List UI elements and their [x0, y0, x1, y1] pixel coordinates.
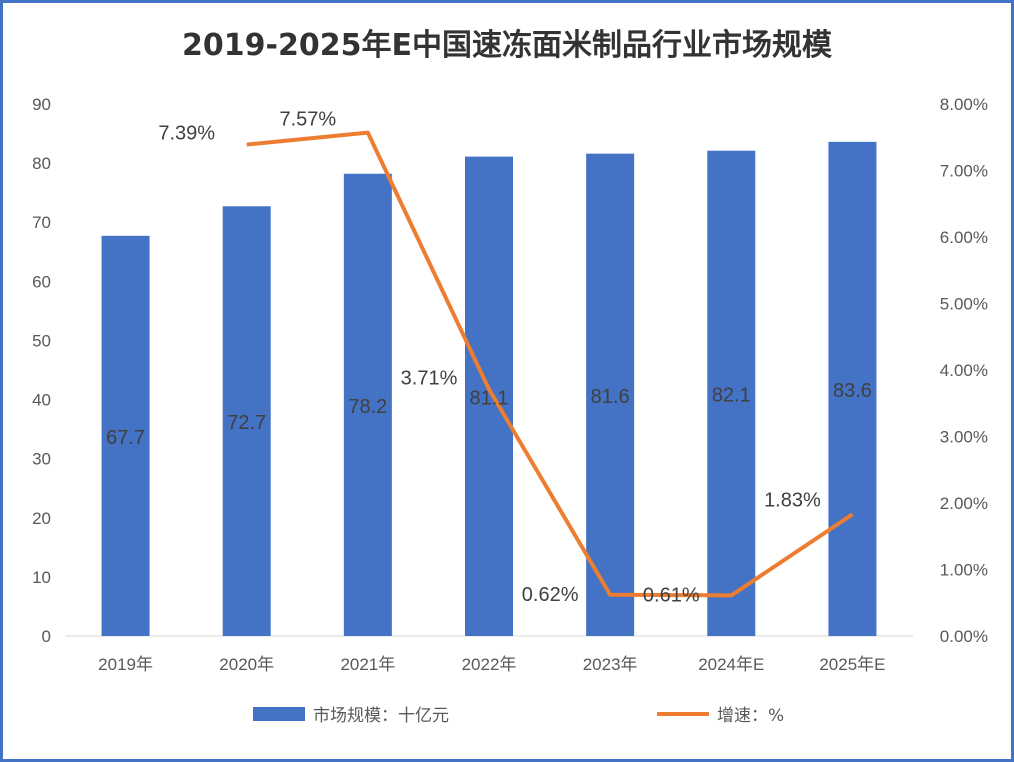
bar-data-label: 67.7	[106, 427, 145, 449]
chart-title: 2019-2025年E中国速冻面米制品行业市场规模	[182, 28, 832, 63]
legend-line-label: 增速：%	[717, 706, 784, 726]
y-left-tick-label: 20	[32, 509, 51, 528]
bar-data-label: 82.1	[712, 384, 751, 406]
y-left-tick-label: 70	[32, 213, 51, 232]
bar	[828, 141, 877, 636]
y-right-tick-label: 3.00%	[940, 428, 988, 447]
bar	[465, 156, 513, 636]
bar	[222, 206, 271, 637]
y-left-tick-label: 60	[32, 272, 51, 291]
y-right-tick-label: 2.00%	[940, 494, 988, 513]
y-left-tick-label: 40	[32, 391, 51, 410]
y-right-tick-label: 6.00%	[940, 228, 988, 247]
x-tick-label: 2020年	[219, 655, 274, 674]
growth-line	[246, 130, 854, 598]
bar-data-label: 81.1	[470, 387, 509, 409]
bar	[586, 153, 635, 637]
y-left-tick-label: 0	[42, 627, 51, 646]
bar	[343, 173, 392, 637]
y-right-tick-label: 0.00%	[940, 627, 988, 646]
legend: 市场规模：十亿元 增速：%	[253, 706, 784, 726]
y-right-tick-label: 5.00%	[940, 295, 988, 314]
legend-bar-label: 市场规模：十亿元	[313, 706, 449, 726]
line-data-label: 1.83%	[764, 489, 821, 511]
line-data-label: 0.62%	[522, 584, 579, 606]
x-tick-label: 2022年	[462, 655, 517, 674]
x-tick-label: 2019年	[98, 655, 153, 674]
bar	[707, 150, 756, 636]
y-right-tick-label: 4.00%	[940, 361, 988, 380]
x-tick-label: 2023年	[583, 655, 638, 674]
bar-data-label: 83.6	[833, 380, 872, 402]
y-right-tick-label: 7.00%	[940, 162, 988, 181]
x-tick-label: 2025年E	[819, 655, 885, 674]
legend-bar-swatch	[253, 707, 305, 721]
y-left-tick-label: 10	[32, 568, 51, 587]
bar-data-label: 81.6	[591, 386, 630, 408]
bar-data-label: 72.7	[227, 412, 266, 434]
y-left-tick-label: 80	[32, 154, 51, 173]
bar-data-label: 78.2	[348, 396, 387, 418]
line-data-label: 0.61%	[643, 584, 700, 606]
y-right-tick-label: 8.00%	[940, 95, 988, 114]
chart-svg: 2019-2025年E中国速冻面米制品行业市场规模 0 10 20 30 40 50 60 7…	[32, 28, 988, 726]
y-right-tick-label: 1.00%	[940, 561, 988, 580]
line-data-label: 7.39%	[158, 123, 215, 145]
y-left-tick-label: 90	[32, 95, 51, 114]
bar	[101, 235, 150, 636]
y-left-tick-label: 30	[32, 450, 51, 469]
line-data-label: 7.57%	[279, 109, 336, 131]
line-data-label: 3.71%	[401, 367, 458, 389]
x-tick-label: 2024年E	[698, 655, 764, 674]
y-left-tick-label: 50	[32, 331, 51, 350]
x-tick-label: 2021年	[340, 655, 395, 674]
